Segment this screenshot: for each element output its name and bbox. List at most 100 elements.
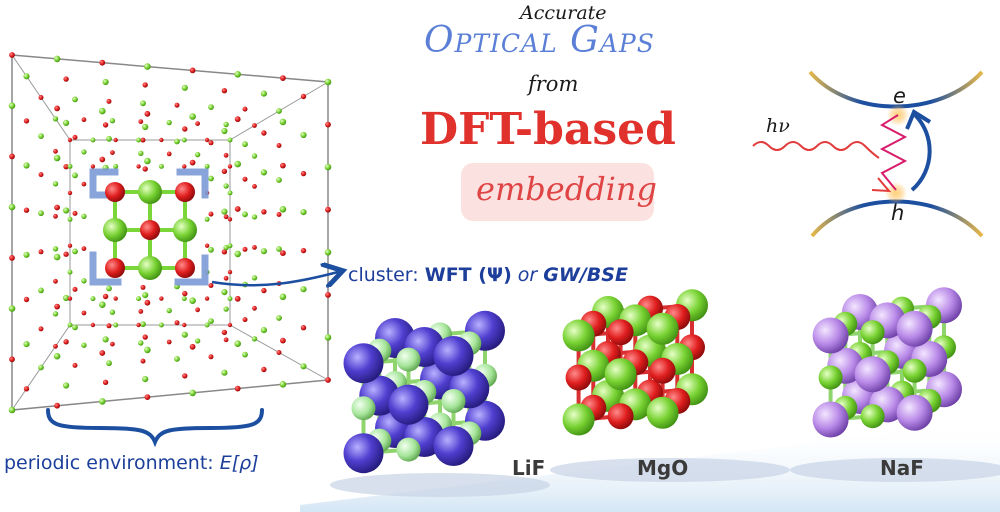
lattice-atom-green [276, 177, 282, 183]
lattice-atom-green [208, 104, 214, 110]
environment-brace [46, 408, 264, 448]
band-gap-diagram: hν e h [752, 70, 984, 238]
title-line-from: from [528, 72, 579, 96]
lattice-atom-red [195, 121, 201, 126]
lattice-atom-red [67, 296, 73, 301]
lattice-atom-red [223, 214, 229, 220]
lattice-atom-green [106, 285, 112, 292]
crystal-floor [300, 420, 1000, 512]
crystal-atom-small [441, 389, 466, 413]
crystal-atom-large [388, 384, 429, 425]
lattice-atom-red [140, 137, 146, 143]
lattice-atom-red [53, 148, 58, 154]
photon-label: hν [766, 115, 790, 137]
lattice-atom-green [63, 382, 70, 389]
lattice-atom-green [67, 163, 73, 169]
lattice-atom-red [23, 386, 30, 392]
lattice-atom-green [52, 116, 59, 122]
lattice-atom-red [53, 343, 58, 349]
lattice-atom-green [260, 90, 267, 97]
lattice-atom-red [280, 337, 286, 344]
lattice-atom-green [72, 96, 78, 103]
lattice-atom-green [276, 108, 282, 114]
lattice-atom-red [144, 299, 151, 306]
lattice-atom-green [140, 100, 146, 107]
lattice-atom-red [166, 151, 172, 157]
lattice-atom-green [23, 341, 30, 348]
lattice-atom-green [300, 363, 307, 370]
crystal-atom-small [818, 365, 843, 390]
lattice-atom-green [99, 107, 106, 115]
lattice-atom-green [53, 55, 61, 63]
lattice-atom-red [234, 206, 241, 212]
lattice-atom-red [53, 213, 58, 219]
lattice-atom-red [106, 323, 112, 329]
lattice-atom-green [144, 63, 151, 70]
lattice-atom-green [208, 246, 214, 253]
lattice-atom-red [227, 217, 233, 222]
lattice-atom-red [144, 110, 151, 117]
lattice-atom-green [81, 278, 87, 284]
lattice-atom-red [67, 243, 73, 248]
cluster-bracket [89, 168, 209, 286]
lattice-atom-red [221, 329, 228, 336]
cluster-atom-red [105, 258, 125, 278]
lattice-atom-red [63, 339, 69, 345]
lattice-atom-green [81, 213, 87, 219]
lattice-atom-red [81, 246, 87, 252]
lattice-atom-green [221, 289, 228, 296]
lattice-atom-green [67, 269, 73, 275]
lattice-atom-green [166, 307, 172, 314]
crystal-atom-large [812, 317, 849, 354]
crystal-label-naf: NaF [880, 456, 924, 480]
lattice-atom-green [63, 119, 70, 126]
lattice-atom-green [63, 294, 70, 302]
lattice-atom-green [63, 207, 70, 214]
lattice-atom-green [181, 296, 187, 302]
lattice-atom-red [182, 322, 187, 328]
lattice-atom-red [280, 75, 286, 81]
lattice-atom-green [144, 157, 151, 165]
lattice-atom-green [136, 296, 142, 302]
lattice-atom-red [67, 190, 73, 196]
lattice-atom-green [8, 305, 16, 312]
lattice-atom-green [251, 153, 258, 159]
title-line-optical-gaps: Optical Gaps [424, 20, 655, 61]
lattice-atom-red [166, 339, 172, 345]
lattice-atom-red [102, 122, 109, 128]
lattice-atom-red [159, 137, 164, 143]
lattice-atom-red [182, 373, 188, 379]
lattice-atom-green [142, 376, 149, 383]
lattice-atom-red [280, 162, 286, 169]
lattice-atom-red [280, 250, 286, 256]
lattice-atom-green [276, 246, 282, 252]
lattice-atom-green [234, 340, 241, 348]
lattice-atom-red [234, 295, 241, 302]
lattice-atom-red [227, 164, 233, 169]
lattice-atom-green [72, 324, 78, 331]
lattice-atom-red [300, 170, 307, 177]
crystal-atom-large [646, 312, 679, 345]
crystal-atom-large [343, 343, 384, 384]
lattice-atom-red [261, 130, 267, 136]
lattice-atom-red [9, 356, 15, 363]
lattice-atom-red [9, 255, 15, 261]
lattice-atom-red [325, 377, 331, 383]
lattice-atom-red [23, 296, 30, 303]
lattice-atom-red [223, 152, 229, 158]
lattice-atom-red [9, 153, 15, 160]
cluster-atom-green [173, 218, 197, 242]
central-cluster [103, 180, 197, 280]
lattice-atom-green [53, 352, 61, 360]
environment-label: periodic environment: E[ρ] [4, 452, 259, 474]
lattice-atom-green [142, 123, 149, 131]
lattice-atom-red [276, 143, 282, 148]
lattice-atom-red [53, 278, 58, 284]
lattice-atom-green [136, 137, 142, 143]
lattice-atom-green [174, 356, 180, 362]
crystal-naf [812, 287, 962, 438]
lattice-atom-red [136, 164, 141, 169]
lattice-atom-green [102, 78, 109, 86]
lattice-atom-red [67, 137, 73, 143]
lattice-atom-green [138, 340, 144, 346]
